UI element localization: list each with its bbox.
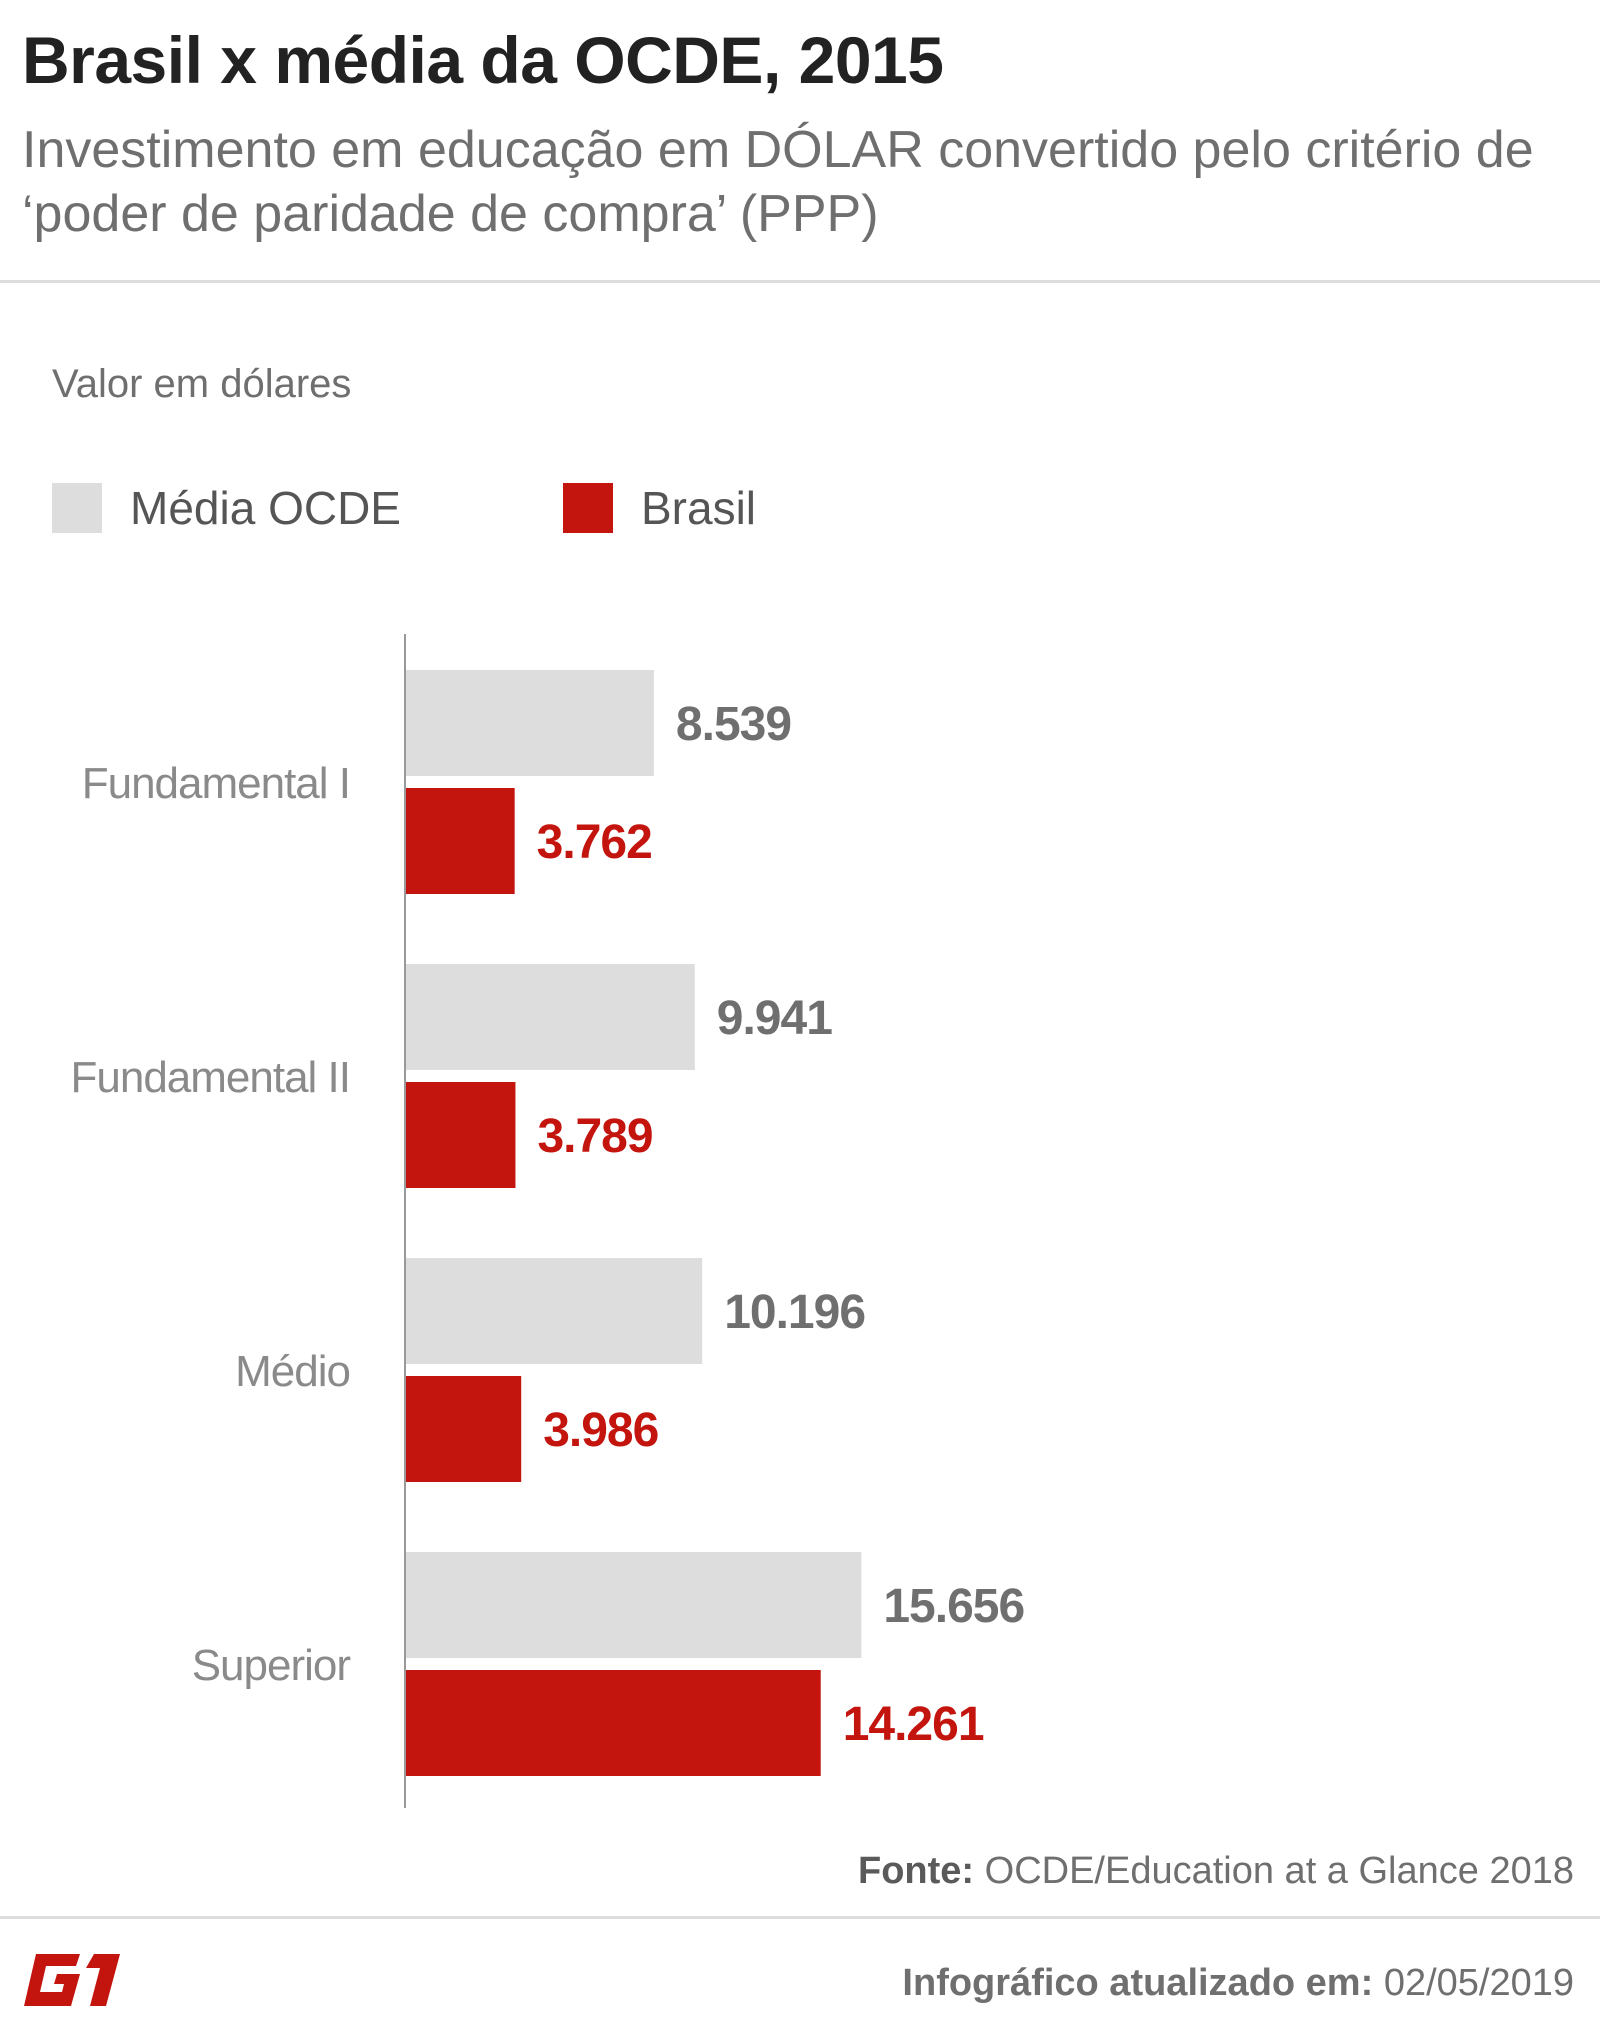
header-divider xyxy=(0,280,1600,283)
chart-title: Brasil x média da OCDE, 2015 xyxy=(22,23,944,97)
chart-subtitle: Investimento em educação em DÓLAR conver… xyxy=(22,121,1534,243)
data-label-brasil-fundamental-ii: 3.789 xyxy=(537,1110,652,1163)
update-note: Infográfico atualizado em: 02/05/2019 xyxy=(902,1962,1574,2005)
legend-label-ocde: Média OCDE xyxy=(130,482,401,534)
update-label: Infográfico atualizado em: xyxy=(902,1962,1374,2004)
category-label-fundamental-i: Fundamental I xyxy=(82,759,350,808)
data-label-brasil-fundamental-i: 3.762 xyxy=(537,816,652,869)
data-label-ocde-fundamental-ii: 9.941 xyxy=(717,992,832,1045)
source-text: OCDE/Education at a Glance 2018 xyxy=(984,1850,1574,1892)
legend-item-ocde: Média OCDE xyxy=(52,478,401,538)
bar-ocde-medio xyxy=(405,1258,703,1364)
legend-item-brasil: Brasil xyxy=(563,478,756,538)
category-label-superior: Superior xyxy=(192,1641,351,1690)
bar-ocde-fundamental-i xyxy=(405,670,654,776)
data-label-brasil-medio: 3.986 xyxy=(543,1404,658,1457)
g1-logo xyxy=(24,1954,120,2006)
source-label: Fonte: xyxy=(858,1850,975,1892)
legend-swatch-brasil xyxy=(563,483,613,533)
bar-brasil-superior xyxy=(405,1670,821,1776)
source-note: Fonte: OCDE/Education at a Glance 2018 xyxy=(858,1850,1574,1893)
legend-label-brasil: Brasil xyxy=(641,482,757,534)
data-label-brasil-superior: 14.261 xyxy=(843,1698,984,1751)
bar-brasil-medio xyxy=(405,1376,522,1482)
legend-swatch-ocde xyxy=(52,483,102,533)
data-label-ocde-fundamental-i: 8.539 xyxy=(676,698,791,751)
category-label-fundamental-ii: Fundamental II xyxy=(71,1053,351,1102)
bar-brasil-fundamental-ii xyxy=(405,1082,516,1188)
category-label-medio: Médio xyxy=(235,1347,350,1396)
bar-ocde-fundamental-ii xyxy=(405,964,695,1070)
value-axis-caption: Valor em dólares xyxy=(52,362,352,406)
footer-divider xyxy=(0,1916,1600,1919)
bar-chart: 8.539 3.762 Fundamental I 9.941 3.789 Fundame… xyxy=(71,634,1025,1808)
bar-brasil-fundamental-i xyxy=(405,788,515,894)
update-date: 02/05/2019 xyxy=(1383,1962,1574,2004)
bar-ocde-superior xyxy=(405,1552,862,1658)
data-label-ocde-medio: 10.196 xyxy=(724,1286,865,1339)
data-label-ocde-superior: 15.656 xyxy=(883,1580,1024,1633)
